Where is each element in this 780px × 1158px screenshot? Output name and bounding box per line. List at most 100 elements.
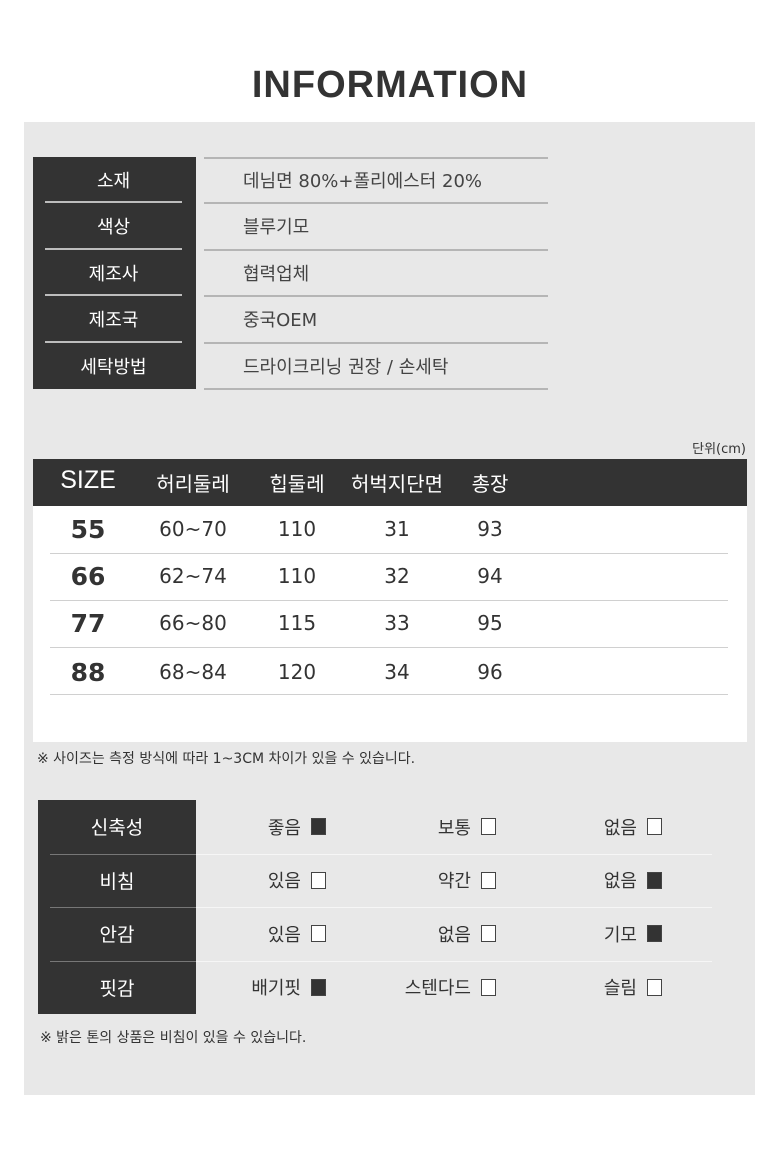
attribute-option: 없음 [604, 854, 662, 907]
option-label: 없음 [603, 817, 637, 839]
info-label: 색상 [96, 217, 131, 239]
checked-box-icon [647, 925, 662, 942]
info-value: 중국OEM [243, 310, 318, 332]
attribute-row-divider [50, 960, 712, 962]
option-label: 배기핏 [251, 978, 301, 999]
size-header-cell: 총장 [471, 472, 509, 496]
checked-box-icon [647, 871, 662, 889]
info-divider [204, 248, 548, 251]
attribute-label-divider [50, 907, 196, 908]
info-value: 데님면 80%+폴리에스터 20% [243, 171, 483, 192]
size-cell: 120 [277, 660, 317, 684]
attribute-label: 안감 [99, 924, 135, 946]
attribute-label: 비침 [99, 870, 135, 893]
info-divider [204, 202, 548, 205]
size-cell: 110 [277, 564, 317, 588]
size-cell: 88 [70, 658, 106, 687]
size-cell: 110 [277, 517, 317, 541]
size-cell: 96 [477, 660, 503, 684]
attribute-label: 신축성 [90, 817, 144, 839]
unit-label: 단위(cm) [692, 442, 746, 457]
size-table-header [33, 459, 747, 506]
info-label-divider [45, 201, 182, 204]
attribute-option: 슬림 [604, 961, 662, 1014]
unchecked-box-icon [481, 818, 496, 835]
size-note: ※ 사이즈는 측정 방식에 따라 1~3CM 차이가 있을 수 있습니다. [37, 751, 416, 767]
size-cell: 77 [70, 609, 106, 638]
attribute-option: 있음 [268, 854, 326, 907]
size-header-cell: 허벅지단면 [351, 472, 443, 496]
attribute-option: 있음 [268, 907, 326, 960]
option-label: 있음 [267, 871, 301, 892]
info-label-divider [45, 247, 182, 250]
page-title: INFORMATION [251, 64, 529, 106]
option-label: 좋음 [267, 817, 301, 839]
info-label: 제조국 [88, 310, 139, 332]
size-row-divider [50, 694, 728, 695]
attribute-row-divider [50, 853, 712, 855]
info-value: 협력업체 [243, 263, 310, 285]
unchecked-box-icon [311, 871, 326, 889]
checked-box-icon [311, 978, 326, 996]
attribute-option: 좋음 [268, 800, 326, 853]
unchecked-box-icon [647, 818, 662, 835]
size-row-divider [50, 553, 728, 554]
info-value: 드라이크리닝 권장 / 손세탁 [243, 356, 449, 378]
size-cell: 33 [384, 611, 410, 635]
size-row-divider [50, 600, 728, 601]
unchecked-box-icon [481, 871, 496, 889]
size-cell: 66 [70, 562, 106, 591]
attribute-option: 약간 [438, 854, 496, 907]
option-label: 슬림 [603, 978, 637, 999]
checked-box-icon [311, 818, 326, 835]
info-label: 소재 [96, 171, 131, 192]
attribute-option: 보통 [438, 800, 496, 853]
size-cell: 31 [384, 517, 410, 541]
size-table-body [33, 506, 747, 742]
attribute-option: 기모 [604, 907, 662, 960]
size-header-cell: 힙둘레 [269, 472, 325, 496]
info-value: 블루기모 [243, 217, 310, 239]
size-cell: 66~80 [159, 611, 227, 635]
size-cell: 60~70 [159, 517, 227, 541]
unchecked-box-icon [311, 925, 326, 942]
info-divider [204, 388, 548, 390]
attribute-option: 없음 [604, 800, 662, 853]
option-label: 보통 [437, 817, 471, 839]
attribute-label-divider [50, 960, 196, 962]
size-cell: 95 [477, 611, 503, 635]
attribute-label-divider [50, 853, 196, 855]
attribute-row-divider [50, 907, 712, 908]
size-cell: 115 [277, 611, 317, 635]
info-label-column [33, 157, 196, 389]
info-divider [204, 341, 548, 344]
size-header-cell: 허리둘레 [156, 472, 230, 496]
info-label-divider [45, 294, 182, 297]
size-cell: 55 [70, 515, 106, 544]
size-cell: 34 [384, 660, 410, 684]
size-row-divider [50, 647, 728, 648]
attribute-note: ※ 밝은 톤의 상품은 비침이 있을 수 있습니다. [40, 1030, 307, 1046]
option-label: 있음 [267, 924, 301, 946]
option-label: 약간 [437, 871, 471, 892]
unchecked-box-icon [481, 978, 496, 996]
info-divider [204, 295, 548, 298]
size-cell: 94 [477, 564, 503, 588]
size-cell: 93 [477, 517, 503, 541]
size-header-cell: SIZE [60, 466, 116, 494]
attribute-option: 배기핏 [251, 961, 326, 1014]
size-cell: 68~84 [159, 660, 227, 684]
unchecked-box-icon [481, 925, 496, 942]
size-cell: 62~74 [159, 564, 227, 588]
info-label-divider [45, 340, 182, 343]
info-divider [204, 157, 548, 159]
unchecked-box-icon [647, 978, 662, 996]
size-cell: 32 [384, 564, 410, 588]
attribute-label: 핏감 [99, 977, 135, 1000]
option-label: 없음 [437, 924, 471, 946]
option-label: 없음 [603, 871, 637, 892]
attribute-option: 스텐다드 [405, 961, 496, 1014]
option-label: 기모 [603, 924, 637, 946]
option-label: 스텐다드 [404, 978, 471, 999]
attribute-option: 없음 [438, 907, 496, 960]
